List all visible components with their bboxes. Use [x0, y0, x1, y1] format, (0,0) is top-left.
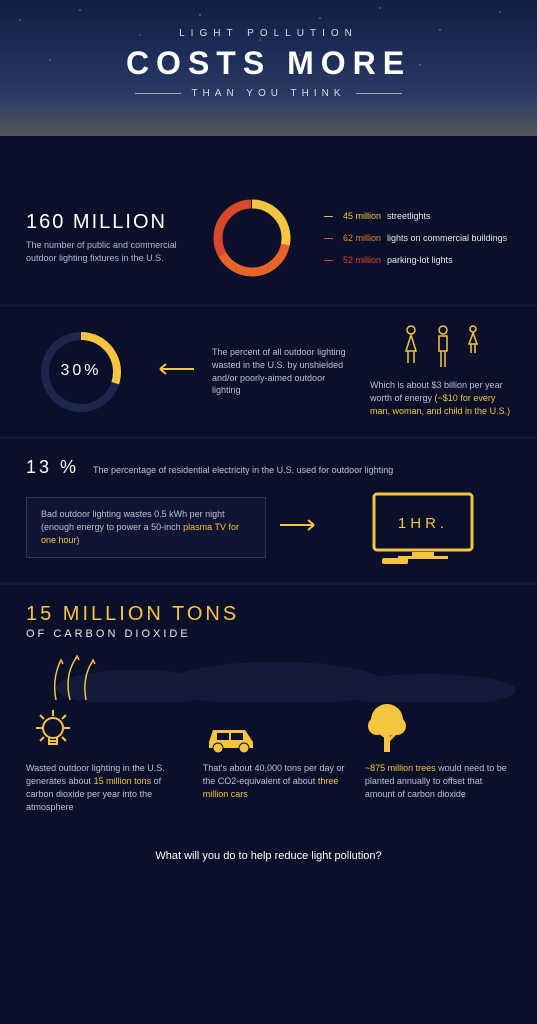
legend-value-1: 45 million: [343, 211, 381, 221]
carbon-col-1: Wasted outdoor lighting in the U.S. gene…: [26, 706, 187, 814]
residential-top: 13 % The percentage of residential elect…: [26, 457, 511, 478]
section-waste-percent: 30% The percent of all outdoor lighting …: [0, 307, 537, 436]
progress-ring: 30%: [26, 326, 136, 418]
carbon-subhead: OF CARBON DIOXIDE: [26, 628, 511, 640]
fixtures-left: 160 MILLION The number of public and com…: [26, 211, 186, 264]
legend-label-3: parking-lot lights: [387, 255, 453, 265]
carbon-head: 15 MILLION TONS OF CARBON DIOXIDE: [26, 603, 511, 640]
plasma-post: ): [77, 535, 80, 545]
bulb-icon: [26, 706, 187, 754]
legend-row-3: 52 million parking-lot lights: [324, 255, 511, 265]
people-icons: [370, 325, 511, 369]
residential-caption: The percentage of residential electricit…: [93, 464, 511, 477]
legend-row-2: 62 million lights on commercial building…: [324, 233, 511, 243]
cloud-graphic: [26, 646, 511, 702]
legend-value-3: 52 million: [343, 255, 381, 265]
legend-label-1: streetlights: [387, 211, 431, 221]
col1-accent: 15 million tons: [94, 776, 152, 786]
footer-question: What will you do to help reduce light po…: [0, 832, 537, 876]
tv-icon: 1HR.: [334, 490, 511, 564]
carbon-columns: Wasted outdoor lighting in the U.S. gene…: [26, 706, 511, 814]
carbon-col-2: That's about 40,000 tons per day or the …: [203, 706, 349, 814]
residential-pct: 13 %: [26, 457, 79, 478]
legend-label-2: lights on commercial buildings: [387, 233, 507, 243]
hero-title: COSTS MORE: [0, 45, 537, 82]
woman-icon: [402, 325, 420, 365]
donut-legend: 45 million streetlights 62 million light…: [318, 211, 511, 265]
car-icon: [203, 706, 349, 754]
donut-chart: [192, 190, 312, 286]
fixtures-caption: The number of public and commercial outd…: [26, 239, 186, 264]
waste-mid-text: The percent of all outdoor lighting wast…: [212, 346, 352, 396]
arrow-right-icon: [280, 518, 320, 537]
man-icon: [434, 325, 452, 369]
horizon-silhouette: [0, 136, 537, 172]
tv-label: 1HR.: [397, 515, 447, 532]
fixtures-headline: 160 MILLION: [26, 211, 186, 234]
residential-bottom: Bad outdoor lighting wastes 0.5 kWh per …: [26, 490, 511, 564]
carbon-col-3: ~875 million trees would need to be plan…: [365, 706, 511, 814]
legend-value-2: 62 million: [343, 233, 381, 243]
waste-right: Which is about $3 billion per year worth…: [370, 325, 511, 418]
col3-accent: ~875 million trees: [365, 763, 436, 773]
carbon-headline: 15 MILLION TONS: [26, 603, 511, 626]
waste-right-text: Which is about $3 billion per year worth…: [370, 379, 511, 418]
plasma-box: Bad outdoor lighting wastes 0.5 kWh per …: [26, 497, 266, 558]
hero-eyebrow: LIGHT POLLUTION: [0, 28, 537, 39]
tree-icon: [365, 706, 511, 754]
section-carbon: 15 MILLION TONS OF CARBON DIOXIDE Wasted…: [0, 585, 537, 832]
child-icon: [466, 325, 480, 355]
arrow-left-icon: [154, 362, 194, 381]
section-residential: 13 % The percentage of residential elect…: [0, 439, 537, 582]
hero-subtitle: THAN YOU THINK: [0, 88, 537, 99]
ring-label: 30%: [26, 362, 136, 380]
section-fixtures: 160 MILLION The number of public and com…: [0, 172, 537, 304]
legend-row-1: 45 million streetlights: [324, 211, 511, 221]
hero: LIGHT POLLUTION COSTS MORE THAN YOU THIN…: [0, 0, 537, 172]
